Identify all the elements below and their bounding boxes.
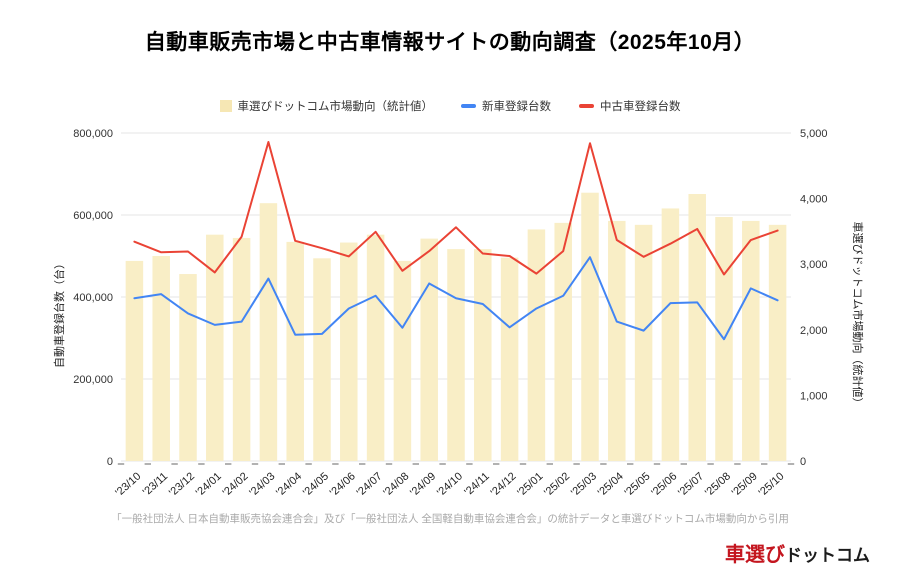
left-axis-tick-label: 600,000 — [73, 210, 113, 222]
used-car-line — [133, 141, 779, 276]
x-axis-category-label: '24/11 — [462, 470, 491, 498]
x-axis-category-label: '24/01 — [194, 470, 224, 499]
x-axis-category-label: '25/09 — [730, 470, 760, 499]
bar — [366, 234, 385, 461]
x-axis-category-label: '24/07 — [355, 470, 385, 499]
bar — [125, 260, 144, 461]
x-axis-category-label: '25/10 — [757, 470, 787, 499]
bar — [393, 260, 412, 461]
bar — [474, 249, 492, 461]
logo-text-red: 車選び — [725, 544, 785, 566]
x-axis-category-label: '24/12 — [489, 470, 519, 499]
bar — [581, 192, 599, 462]
legend-label: 車選びドットコム市場動向（統計値） — [237, 101, 434, 113]
left-axis-tick-label: 400,000 — [73, 292, 113, 304]
x-axis-category-label: '25/03 — [569, 470, 599, 499]
legend-label: 新車登録台数 — [482, 101, 551, 113]
new-car-line — [133, 256, 779, 341]
bar-series-swatch-icon — [219, 100, 232, 112]
right-axis-tick-label: 5,000 — [800, 128, 828, 140]
legend-item-used-car: 中古車登録台数 — [579, 98, 681, 114]
x-axis-category-label: '24/05 — [301, 470, 331, 499]
blue-line-swatch-icon — [461, 104, 476, 108]
bar — [742, 220, 760, 461]
x-axis-category-label: '25/07 — [676, 470, 706, 499]
right-axis-tick-label: 2,000 — [800, 325, 828, 337]
x-axis-category-label: '24/09 — [408, 470, 438, 499]
bar — [152, 256, 170, 461]
x-axis-category-label: '23/11 — [141, 470, 170, 498]
bar — [206, 234, 224, 461]
x-axis-category-label: '23/10 — [113, 470, 143, 499]
bar — [554, 222, 572, 461]
x-axis-category-label: '25/01 — [515, 470, 545, 499]
left-axis-tick-label: 200,000 — [73, 374, 113, 386]
x-axis-category-label: '24/06 — [328, 470, 358, 499]
x-axis-category-label: '23/12 — [167, 470, 197, 499]
bar — [688, 194, 706, 461]
bar — [768, 224, 787, 461]
x-axis-category-label: '25/04 — [596, 470, 626, 499]
bar — [340, 242, 358, 461]
x-axis-category-label: '25/08 — [703, 470, 733, 499]
source-citation: 「一般社団法人 日本自動車販売協会連合会」及び「一般社団法人 全国軽自動車協会連… — [111, 513, 789, 525]
kurumaerabi-logo: 車選びドットコム — [725, 538, 870, 567]
x-axis-category-label: '24/02 — [221, 470, 251, 499]
bar — [232, 237, 251, 461]
left-axis-tick-label: 800,000 — [73, 128, 113, 140]
right-axis-tick-label: 0 — [800, 456, 806, 468]
right-axis-tick-label: 4,000 — [800, 194, 828, 206]
right-axis-tick-label: 3,000 — [800, 259, 828, 271]
x-axis-category-label: '25/05 — [623, 470, 653, 499]
bar — [447, 249, 465, 461]
bar — [179, 274, 197, 461]
legend-item-market-trend: 車選びドットコム市場動向（統計値） — [219, 98, 434, 114]
bar — [420, 238, 438, 461]
bar — [527, 229, 546, 461]
bar — [286, 241, 304, 461]
bar — [313, 258, 331, 461]
logo-text-black: ドットコム — [785, 546, 870, 565]
bar — [500, 257, 519, 461]
x-axis-category-label: '24/04 — [274, 470, 304, 499]
chart-legend: 車選びドットコム市場動向（統計値） 新車登録台数 中古車登録台数 — [0, 98, 900, 114]
x-axis-category-label: '24/08 — [381, 470, 411, 499]
x-axis-category-label: '25/06 — [649, 470, 679, 499]
red-line-swatch-icon — [579, 104, 594, 108]
bar — [608, 220, 626, 461]
legend-label: 中古車登録台数 — [600, 101, 681, 113]
legend-item-new-car: 新車登録台数 — [461, 98, 551, 114]
bar — [661, 208, 680, 461]
x-axis-category-label: '25/02 — [542, 470, 572, 499]
page-title: 自動車販売市場と中古車情報サイトの動向調査（2025年10月） — [144, 31, 756, 54]
bar — [259, 203, 278, 461]
x-axis-category-label: '24/03 — [247, 470, 277, 499]
left-axis-tick-label: 0 — [107, 456, 113, 468]
bar — [634, 224, 653, 461]
right-axis-tick-label: 1,000 — [800, 390, 828, 402]
x-axis-category-label: '24/10 — [435, 470, 465, 499]
